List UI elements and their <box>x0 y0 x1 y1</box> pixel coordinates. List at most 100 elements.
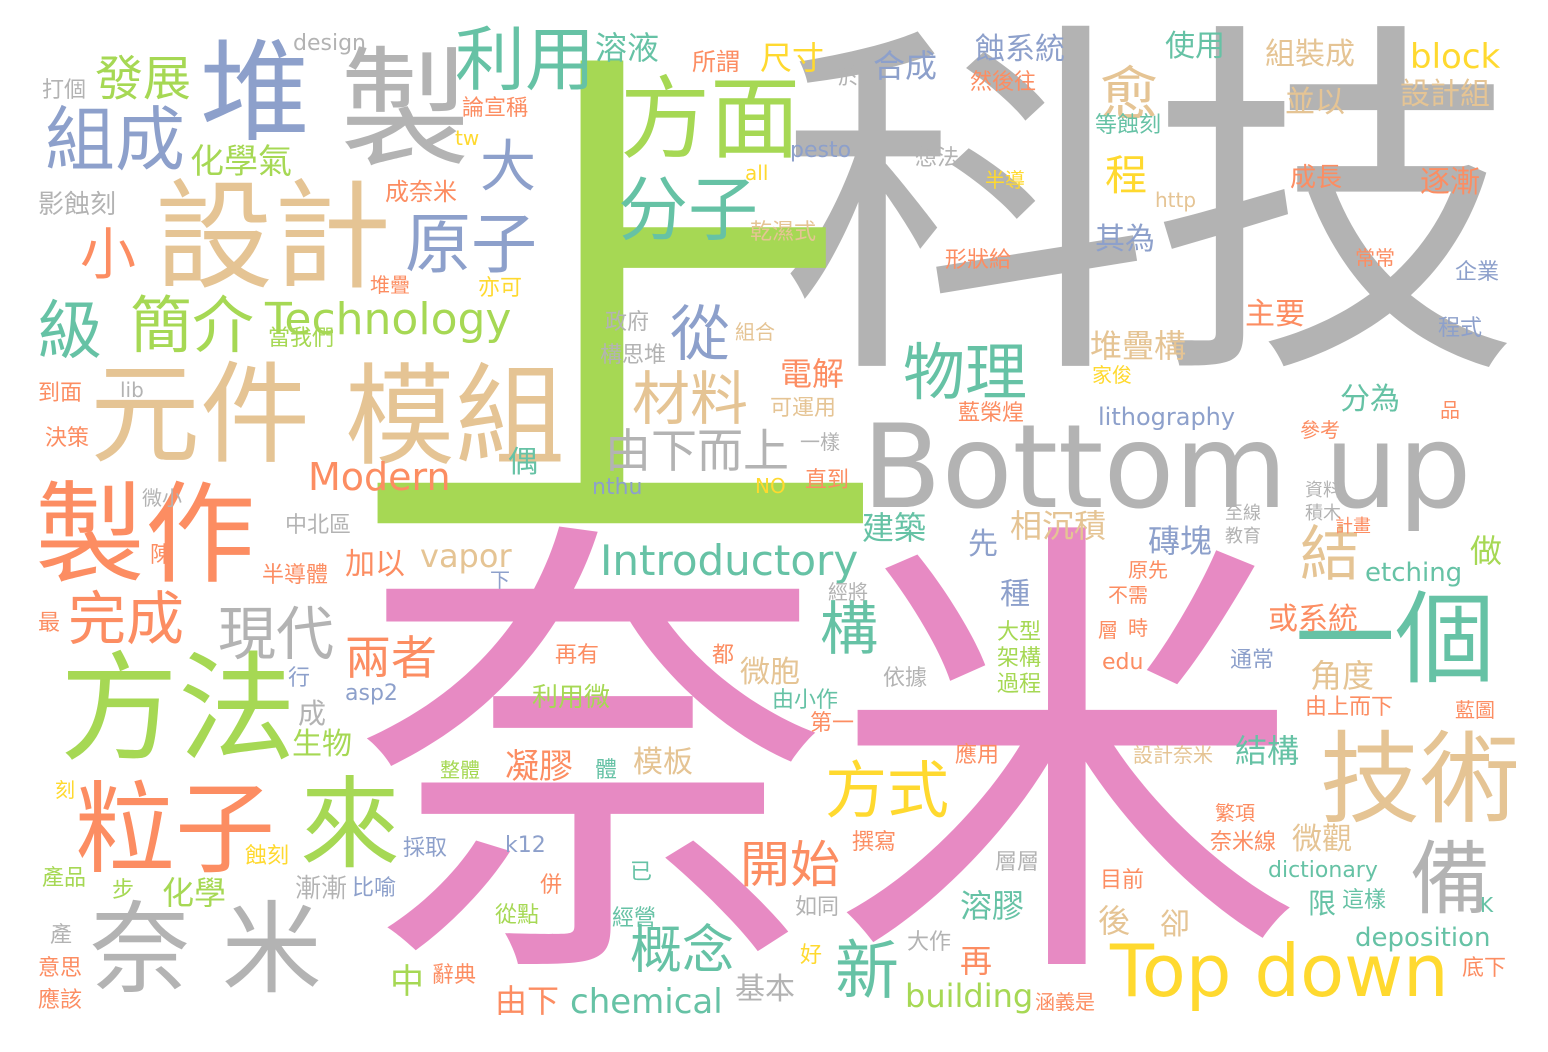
cloud-word-ke: 刻 <box>55 778 75 802</box>
cloud-word-chengnaimi: 成奈米 <box>385 178 457 206</box>
cloud-word-lib: lib <box>120 378 144 402</box>
cloud-word-yingyong: 應用 <box>955 743 1000 768</box>
cloud-word-lithography: lithography <box>1098 403 1236 431</box>
cloud-word-xiao: 小 <box>80 223 136 288</box>
cloud-word-liyongwei: 利用微 <box>532 683 611 713</box>
cloud-word-mulan: 目前 <box>1100 868 1145 893</box>
cloud-word-chemical: chemical <box>570 982 723 1022</box>
cloud-word-shixitong: 蝕系統 <box>975 32 1065 67</box>
cloud-word-jiben: 基本 <box>735 972 795 1007</box>
cloud-word-fenzi: 分子 <box>618 169 758 251</box>
cloud-word-cailiao: 材料 <box>632 365 749 433</box>
cloud-word-dangwomen: 當我們 <box>268 326 335 351</box>
cloud-word-huaxue: 化學 <box>162 874 227 912</box>
cloud-word-bandaoti: 半導體 <box>262 563 329 588</box>
cloud-word-ningjiao: 凝膠 <box>505 747 573 787</box>
cloud-word-rongjiao: 溶膠 <box>960 887 1025 925</box>
cloud-word-liyong: 利用 <box>455 19 595 101</box>
cloud-word-zhong-mid: 中 <box>390 962 424 1002</box>
cloud-word-zhuyao: 主要 <box>1245 297 1305 332</box>
cloud-word-youxiaozuo: 由小作 <box>772 688 839 713</box>
cloud-word-jie: 結 <box>1300 520 1360 590</box>
cloud-word-building: building <box>905 977 1034 1015</box>
cloud-word-jihua: 計畫 <box>1335 516 1371 537</box>
cloud-word-zhuankuai: 磚塊 <box>1148 522 1213 560</box>
cloud-word-lunxuancheng: 論宣稱 <box>462 96 529 121</box>
cloud-word-jianzhu: 建築 <box>862 509 927 547</box>
cloud-word-no: NO <box>755 474 786 498</box>
cloud-word-nthu: nthu <box>592 475 643 500</box>
cloud-word-block: block <box>1410 37 1501 77</box>
cloud-word-cong: 從 <box>670 300 730 370</box>
cloud-word-zhong-kind: 種 <box>1000 577 1030 612</box>
cloud-word-youshangerxia: 由上而下 <box>1305 695 1394 720</box>
cloud-word-xin: 新 <box>835 935 899 1009</box>
cloud-word-edu: edu <box>1102 650 1144 675</box>
cloud-word-nai-mi-sep: 奈 米 <box>90 891 322 1008</box>
cloud-word-chengzhang: 成長 <box>1290 163 1343 193</box>
cloud-word-jiazhuo: 家俊 <box>1092 363 1132 387</box>
cloud-word-liangzhe: 兩者 <box>345 631 437 685</box>
cloud-word-yuanzi: 原子 <box>405 206 537 283</box>
cloud-word-jiaoyu: 教育 <box>1225 526 1261 547</box>
cloud-word-all: all <box>745 161 769 185</box>
cloud-word-bottom-up: Bottom up <box>862 400 1472 535</box>
cloud-word-zuo: 做 <box>1470 532 1503 570</box>
cloud-word-jianjian: 漸漸 <box>295 874 348 904</box>
cloud-word-fangfa: 方法 <box>60 640 297 778</box>
cloud-word-etching: etching <box>1365 558 1463 588</box>
cloud-word-vapor: vapor <box>420 537 512 575</box>
cloud-word-dengshike: 等蝕刻 <box>1095 113 1162 138</box>
cloud-word-weixiao: 微小 <box>142 486 182 510</box>
cloud-word-qiwei: 其為 <box>1095 222 1155 257</box>
cloud-word-weiguan: 微觀 <box>1292 822 1352 857</box>
cloud-word-xia: 下 <box>490 568 510 592</box>
cloud-word-biyu: 比喻 <box>352 876 397 901</box>
cloud-word-cheng-small: 成 <box>298 697 327 730</box>
cloud-word-yiyang: 一樣 <box>800 430 840 454</box>
cloud-word-sheji: 設計 <box>155 168 392 306</box>
cloud-word-da: 大 <box>480 135 536 200</box>
cloud-word-lizi: 粒子 <box>75 771 275 888</box>
cloud-word-xiangfa: 想法 <box>915 146 960 171</box>
cloud-word-mozu: 模組 <box>345 353 565 481</box>
cloud-word-huaxueqi: 化學氣 <box>190 142 292 182</box>
cloud-word-ceng: 層 <box>1098 618 1118 642</box>
cloud-word-xing: 行 <box>288 666 311 691</box>
cloud-word-kejiyong: 可運用 <box>770 396 837 421</box>
cloud-word-ti: 體 <box>595 758 618 783</box>
cloud-word-jiayi: 加以 <box>345 547 405 582</box>
cloud-word-lantu: 藍圖 <box>1455 698 1495 722</box>
cloud-word-fanxiang: 繁項 <box>1215 801 1255 825</box>
cloud-word-dage: 打個 <box>42 78 87 103</box>
cloud-word-wancheng: 完成 <box>68 585 185 653</box>
cloud-word-buxu: 不需 <box>1108 583 1148 607</box>
cloud-word-fangshi: 方式 <box>825 754 950 827</box>
cloud-word-zhengti: 整體 <box>440 758 480 782</box>
cloud-word-xingzhuanggei: 形狀給 <box>945 248 1012 273</box>
cloud-word-caiqu: 採取 <box>403 836 448 861</box>
cloud-word-zai: 再 <box>960 942 993 980</box>
cloud-word-jishu: 技術 <box>1320 721 1520 838</box>
cloud-word-jianjie: 簡介 <box>130 289 255 362</box>
cloud-word-zheyang: 這樣 <box>1342 888 1387 913</box>
cloud-word-yingshike: 影蝕刻 <box>38 190 117 220</box>
cloud-word-xian-limit: 限 <box>1308 887 1337 920</box>
cloud-word-top-down: Top down <box>1110 929 1449 1013</box>
cloud-word-dictionary: dictionary <box>1268 858 1378 883</box>
cloud-word-xian-first: 先 <box>968 527 998 562</box>
cloud-word-jiagou: 架構 <box>997 646 1042 671</box>
cloud-word-gousidui: 構思堆 <box>600 343 667 368</box>
cloud-word-shike: 蝕刻 <box>245 844 290 869</box>
cloud-word-tongchang: 通常 <box>1230 648 1275 673</box>
cloud-word-design: design <box>293 31 366 56</box>
cloud-word-gainian: 概念 <box>630 921 735 981</box>
cloud-word-lanrongyu: 藍榮煌 <box>958 401 1025 426</box>
cloud-word-zaiyou: 再有 <box>555 643 600 668</box>
cloud-word-wuli: 物理 <box>903 336 1028 409</box>
cloud-word-introductory: Introductory <box>600 536 859 585</box>
cloud-word-bingyi: 並以 <box>1285 85 1345 120</box>
cloud-word-rutong: 如同 <box>795 895 840 920</box>
cloud-word-zhidao: 直到 <box>805 468 850 493</box>
cloud-word-cankao: 參考 <box>1300 418 1340 442</box>
